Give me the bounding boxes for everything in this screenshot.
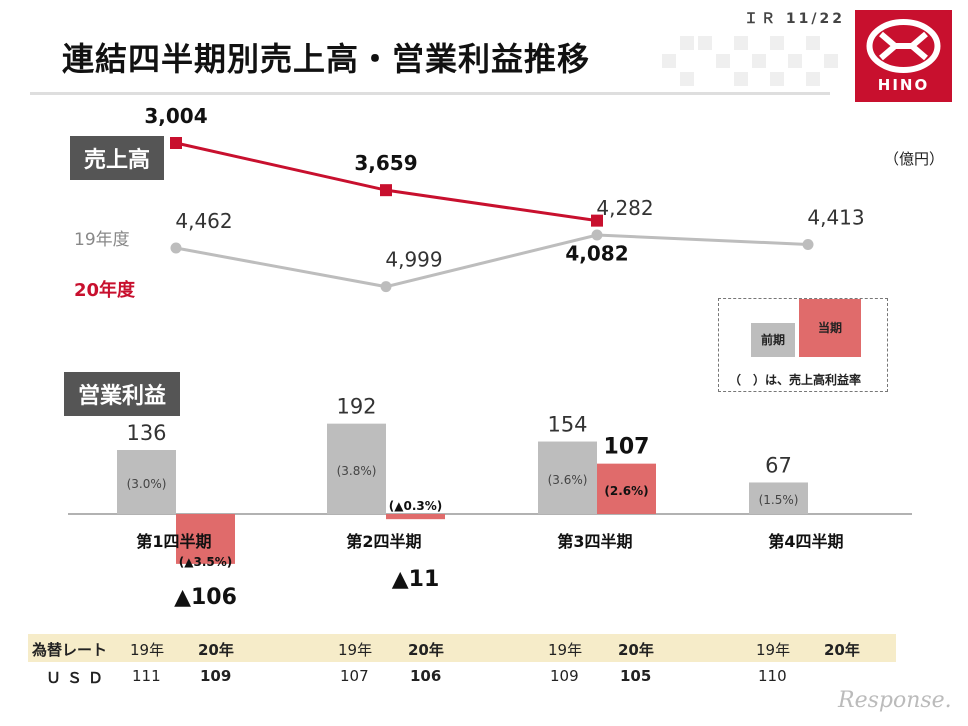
op-profit-section-label: 営業利益: [64, 372, 181, 416]
title-divider: [30, 92, 830, 95]
fx-value19: 111: [132, 667, 161, 685]
bar-prev: [749, 482, 808, 514]
fx-year19: 19年: [548, 641, 583, 659]
series-19-line: [175, 233, 809, 289]
bar-curr-rate: (▲0.3%): [389, 499, 442, 513]
page-number: ＩＲ 11/22: [744, 11, 845, 27]
bar-prev: [117, 450, 176, 514]
decorative-squares: [662, 36, 838, 86]
series-20-name: 20年度: [74, 279, 136, 301]
fx-year19: 19年: [130, 641, 165, 659]
bar-prev-rate: (1.5%): [759, 493, 799, 507]
watermark: Response.: [838, 688, 952, 713]
series-20-label: 3,004: [144, 104, 207, 128]
fx-value20: 105: [620, 667, 652, 685]
bar-prev: [538, 441, 597, 514]
unit-label: （億円）: [884, 150, 945, 168]
bar-prev-rate: (3.8%): [337, 464, 377, 478]
series-19-label: 4,413: [807, 205, 864, 229]
fx-value20: 109: [200, 667, 232, 685]
series-20-point: [380, 184, 392, 197]
bar-curr-rate: (2.6%): [604, 484, 648, 498]
fx-value19: 109: [550, 667, 579, 685]
fx-value19: 107: [340, 667, 369, 685]
series-20-point: [591, 214, 603, 227]
bar-prev-rate: (3.6%): [548, 473, 588, 487]
fx-year19: 19年: [338, 641, 373, 659]
series-19-point: [802, 238, 814, 250]
fx-label: 為替レート: [32, 641, 108, 659]
category-label: 第1四半期: [136, 532, 211, 551]
fx-value19: 110: [758, 667, 787, 685]
bar-curr-value: 107: [604, 435, 650, 460]
bar-curr: [176, 514, 235, 564]
fx-year20: 20年: [824, 641, 860, 659]
hino-emblem-icon: [866, 19, 941, 73]
legend-note: （ ）は、売上高利益率: [729, 373, 862, 387]
legend: 前期 当期 （ ）は、売上高利益率: [718, 298, 888, 392]
series-19-label: 4,999: [385, 248, 442, 272]
legend-prev-swatch: 前期: [751, 323, 795, 357]
fx-year20: 20年: [198, 641, 234, 659]
fx-year20: 20年: [618, 641, 654, 659]
bar-prev-value: 154: [547, 413, 587, 437]
series-19-point: [170, 242, 182, 254]
sales-section-label: 売上高: [70, 136, 165, 180]
category-label: 第2四半期: [346, 532, 421, 551]
series-19-point: [380, 281, 392, 293]
bar-prev-rate: (3.0%): [127, 477, 167, 491]
series-19-name: 19年度: [74, 230, 130, 250]
fx-year20: 20年: [408, 641, 444, 659]
bar-curr-rate: (▲3.5%): [179, 555, 232, 569]
series-20-point: [170, 137, 182, 149]
fx-header-row: 為替レート 19年 20年 19年 20年 19年 20年 19年 20年: [28, 634, 896, 662]
series-19-point: [591, 229, 603, 241]
bar-prev-value: 67: [765, 453, 792, 477]
category-label: 第3四半期: [557, 532, 632, 551]
bar-prev-value: 192: [336, 395, 376, 419]
bar-prev: [327, 423, 386, 514]
bar-curr: [597, 463, 656, 514]
series-19-label: 4,462: [175, 209, 232, 233]
fx-usd-row: ＵＳＤ 111 109 107 106 109 105 110: [28, 662, 896, 690]
chart: 4,462 4,999 4,282 4,413 19年度 20年度 3,004 3,659 4,…: [68, 104, 912, 610]
series-19-label: 4,282: [596, 196, 653, 220]
bar-prev-value: 136: [126, 421, 166, 445]
fx-rate-table: 為替レート 19年 20年 19年 20年 19年 20年 19年 20年 ＵＳ…: [28, 634, 896, 690]
bar-curr: [386, 514, 445, 520]
page-title: 連結四半期別売上高・営業利益推移: [62, 40, 591, 78]
bar-curr-value: ▲11: [392, 567, 440, 592]
series-20-label: 3,659: [354, 151, 417, 175]
fx-value20: 106: [410, 667, 442, 685]
category-label: 第4四半期: [768, 532, 843, 551]
fx-year19: 19年: [756, 641, 791, 659]
legend-curr-swatch: 当期: [799, 299, 861, 357]
fx-currency: ＵＳＤ: [46, 669, 110, 687]
bar-curr-value: ▲106: [174, 585, 237, 610]
logo-text: HINO: [877, 76, 930, 94]
series-20-label: 4,082: [565, 242, 628, 266]
hino-logo: HINO: [855, 10, 952, 102]
